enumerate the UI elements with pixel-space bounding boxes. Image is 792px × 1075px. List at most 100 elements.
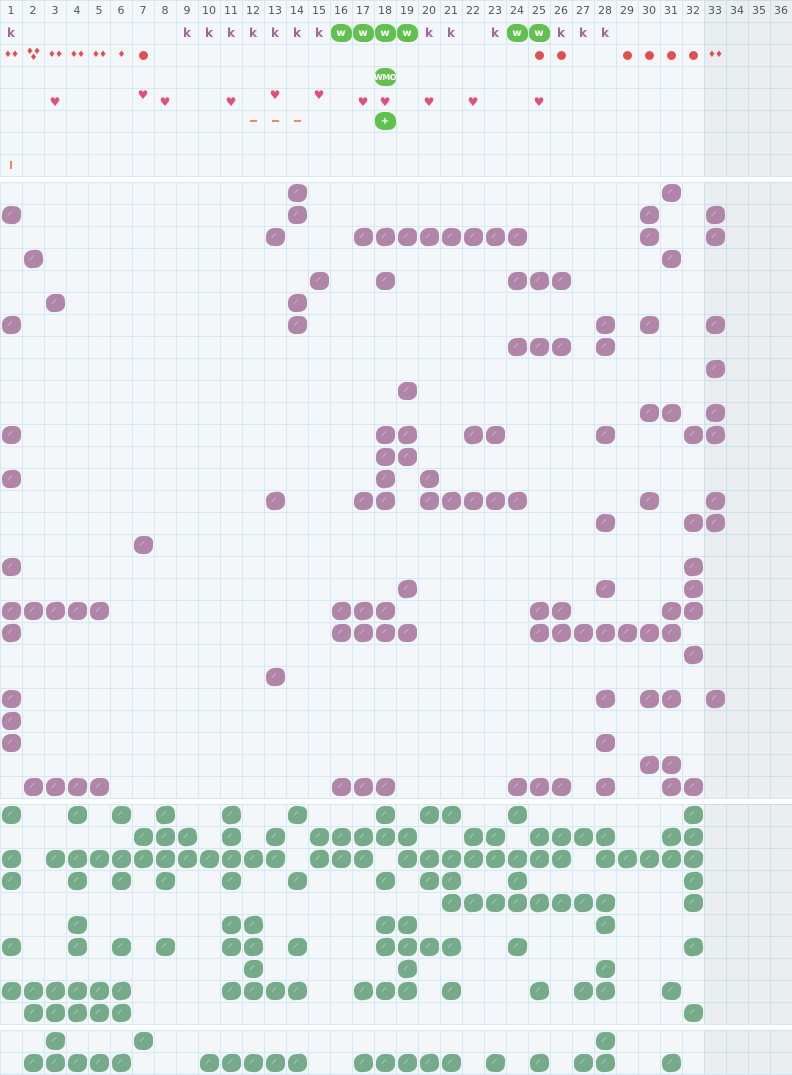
purple-tile[interactable] (396, 380, 418, 402)
green-tile[interactable] (374, 826, 396, 848)
green-tile[interactable] (660, 848, 682, 870)
purple-tile[interactable] (330, 600, 352, 622)
column-header[interactable]: 15 (312, 4, 326, 17)
purple-tile[interactable] (44, 600, 66, 622)
purple-tile[interactable] (88, 600, 110, 622)
purple-tile[interactable] (374, 622, 396, 644)
green-tile[interactable] (242, 1052, 264, 1074)
green-tile[interactable] (198, 1052, 220, 1074)
green-tile[interactable] (264, 848, 286, 870)
green-tile[interactable] (550, 848, 572, 870)
cell-k[interactable]: k (308, 22, 330, 44)
purple-tile[interactable] (462, 424, 484, 446)
column-header[interactable]: 23 (488, 4, 502, 17)
green-tile[interactable] (396, 826, 418, 848)
cell-k[interactable]: k (286, 22, 308, 44)
purple-tile[interactable] (352, 622, 374, 644)
purple-tile[interactable] (264, 226, 286, 248)
purple-tile[interactable] (594, 732, 616, 754)
cell-drop-1[interactable]: ♦ (110, 44, 132, 66)
purple-tile[interactable] (374, 226, 396, 248)
purple-tile[interactable] (682, 424, 704, 446)
cell-heart[interactable]: ♥ (352, 88, 374, 110)
purple-tile[interactable] (704, 358, 726, 380)
green-tile[interactable] (110, 1052, 132, 1074)
purple-tile[interactable] (594, 314, 616, 336)
green-tile[interactable] (440, 980, 462, 1002)
purple-tile[interactable] (286, 182, 308, 204)
green-tile[interactable] (572, 892, 594, 914)
cell-w[interactable]: w (506, 22, 528, 44)
purple-tile[interactable] (352, 226, 374, 248)
cell-dot[interactable] (616, 44, 638, 66)
green-tile[interactable] (506, 936, 528, 958)
cell-k[interactable]: k (484, 22, 506, 44)
purple-tile[interactable] (704, 512, 726, 534)
column-header[interactable]: 8 (161, 4, 169, 17)
purple-tile[interactable] (0, 468, 22, 490)
green-tile[interactable] (242, 914, 264, 936)
cell-dot[interactable] (132, 44, 154, 66)
purple-tile[interactable] (528, 270, 550, 292)
cell-w[interactable]: + (374, 110, 396, 132)
purple-tile[interactable] (440, 490, 462, 512)
green-tile[interactable] (220, 870, 242, 892)
green-tile[interactable] (682, 804, 704, 826)
purple-tile[interactable] (660, 776, 682, 798)
purple-tile[interactable] (506, 490, 528, 512)
green-tile[interactable] (594, 826, 616, 848)
cell-heart[interactable]: ♥ (528, 88, 550, 110)
column-header[interactable]: 13 (268, 4, 282, 17)
green-tile[interactable] (132, 848, 154, 870)
column-header[interactable]: 33 (708, 4, 722, 17)
green-tile[interactable] (242, 848, 264, 870)
green-tile[interactable] (44, 1052, 66, 1074)
purple-tile[interactable] (462, 490, 484, 512)
cell-dot[interactable] (528, 44, 550, 66)
green-tile[interactable] (0, 848, 22, 870)
purple-tile[interactable] (374, 468, 396, 490)
purple-tile[interactable] (638, 490, 660, 512)
purple-tile[interactable] (0, 204, 22, 226)
cell-k[interactable]: k (440, 22, 462, 44)
green-tile[interactable] (528, 826, 550, 848)
purple-tile[interactable] (264, 666, 286, 688)
cell-k[interactable]: k (198, 22, 220, 44)
green-tile[interactable] (330, 826, 352, 848)
green-tile[interactable] (66, 980, 88, 1002)
purple-tile[interactable] (704, 204, 726, 226)
green-tile[interactable] (484, 826, 506, 848)
purple-tile[interactable] (660, 622, 682, 644)
purple-tile[interactable] (550, 600, 572, 622)
cell-dot[interactable] (550, 44, 572, 66)
green-tile[interactable] (264, 980, 286, 1002)
green-tile[interactable] (506, 848, 528, 870)
green-tile[interactable] (22, 1052, 44, 1074)
green-tile[interactable] (110, 804, 132, 826)
cell-heart[interactable]: ♥ (418, 88, 440, 110)
column-header[interactable]: 6 (117, 4, 125, 17)
cell-drops-3[interactable]: ♦♦ ♦ (22, 44, 44, 66)
purple-tile[interactable] (660, 182, 682, 204)
green-tile[interactable] (462, 848, 484, 870)
cell-dash[interactable] (242, 110, 264, 132)
green-tile[interactable] (176, 848, 198, 870)
purple-tile[interactable] (374, 490, 396, 512)
green-tile[interactable] (572, 980, 594, 1002)
green-tile[interactable] (0, 804, 22, 826)
green-tile[interactable] (616, 848, 638, 870)
green-tile[interactable] (638, 848, 660, 870)
cell-k[interactable]: k (242, 22, 264, 44)
cell-w[interactable]: w (396, 22, 418, 44)
green-tile[interactable] (484, 848, 506, 870)
purple-tile[interactable] (594, 688, 616, 710)
column-header[interactable]: 14 (290, 4, 304, 17)
green-tile[interactable] (594, 1030, 616, 1052)
cell-drops-2[interactable]: ♦♦ (88, 44, 110, 66)
purple-tile[interactable] (396, 622, 418, 644)
green-tile[interactable] (352, 980, 374, 1002)
purple-tile[interactable] (682, 556, 704, 578)
green-tile[interactable] (528, 1052, 550, 1074)
green-tile[interactable] (66, 1052, 88, 1074)
green-tile[interactable] (660, 826, 682, 848)
